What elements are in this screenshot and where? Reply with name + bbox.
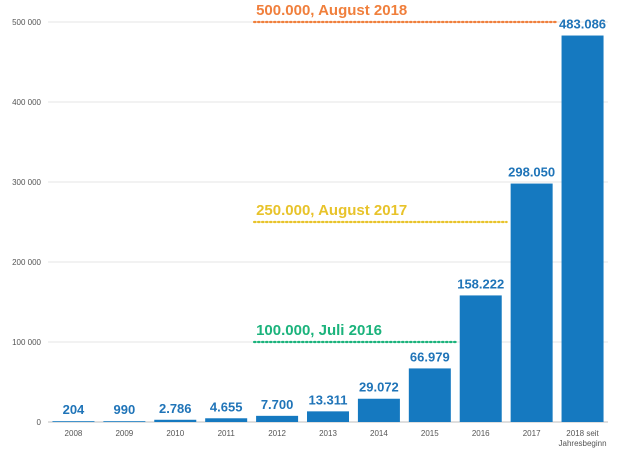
data-label: 2.786 (159, 401, 192, 416)
data-label: 66.979 (410, 349, 450, 364)
data-label: 13.311 (308, 392, 347, 407)
bar-2009 (103, 421, 146, 422)
x-tick-label: 2018 seit Jahresbeginn (559, 429, 607, 448)
bar-2011 (205, 418, 248, 422)
y-axis: 0 100 000 200 000 300 000 400 000 500 000 (12, 18, 41, 427)
bar-2015 (408, 368, 451, 422)
x-tick-label: 2009 (115, 429, 133, 438)
milestone-label: 500.000, August 2018 (256, 2, 407, 19)
bar-2018 (561, 35, 604, 423)
data-label: 204 (63, 402, 85, 417)
x-tick-label: 2010 (166, 429, 184, 438)
milestone-annotations: 500.000, August 2018 250.000, August 2017… (252, 2, 559, 344)
bar-2012 (256, 415, 299, 422)
y-tick-label: 100 000 (12, 338, 41, 347)
bars (52, 35, 604, 423)
milestone-label: 100.000, Juli 2016 (256, 322, 382, 339)
data-label: 4.655 (210, 399, 243, 414)
y-tick-label: 500 000 (12, 18, 41, 27)
bar-2014 (357, 398, 400, 422)
x-tick-label: 2014 (370, 429, 388, 438)
data-label: 158.222 (457, 276, 504, 291)
bar-2016 (459, 295, 502, 422)
data-label: 483.086 (559, 17, 606, 32)
x-tick-label: 2016 (472, 429, 490, 438)
data-label: 298.050 (508, 165, 555, 180)
y-tick-label: 200 000 (12, 258, 41, 267)
x-tick-label: 2012 (268, 429, 286, 438)
bar-2017 (510, 183, 553, 422)
x-axis: 2008 2009 2010 2011 2012 2013 2014 2015 2016 2017… (65, 429, 607, 448)
milestone-label: 250.000, August 2017 (256, 202, 407, 219)
y-tick-label: 400 000 (12, 98, 41, 107)
data-label: 990 (114, 402, 136, 417)
x-tick-label: 2011 (218, 429, 236, 438)
x-tick-label: 2015 (421, 429, 439, 438)
x-tick-label: 2008 (65, 429, 83, 438)
data-labels: 204 990 2.786 4.655 7.700 13.311 29.072 66.979 1… (63, 17, 606, 417)
bar-2010 (154, 419, 197, 422)
data-label: 7.700 (261, 397, 294, 412)
y-tick-label: 300 000 (12, 178, 41, 187)
x-tick-label: 2013 (319, 429, 337, 438)
x-tick-label: 2017 (523, 429, 541, 438)
bar-2008 (52, 421, 95, 422)
bar-2013 (307, 411, 349, 422)
y-tick-label: 0 (37, 418, 42, 427)
data-label: 29.072 (359, 380, 399, 395)
